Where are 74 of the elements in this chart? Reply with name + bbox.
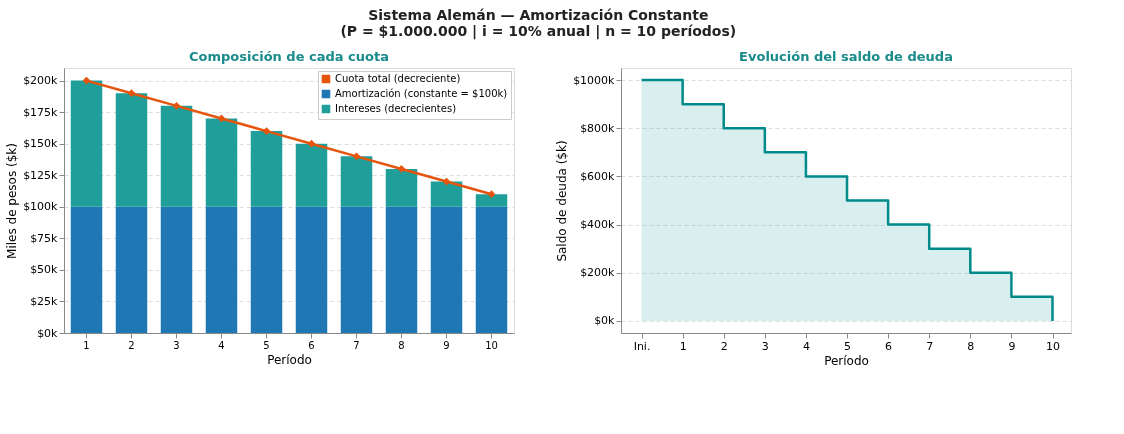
x-tick-label: 10	[1046, 339, 1061, 353]
x-tick-label: 1	[679, 339, 687, 353]
bar	[475, 206, 508, 333]
text: Sistema Alemán — Amortización Constante	[368, 6, 709, 23]
bar	[70, 206, 103, 333]
bar	[430, 181, 463, 207]
x-tick-label: Ini.	[633, 339, 651, 353]
point	[397, 165, 406, 173]
bar	[160, 206, 193, 333]
y-tick-label: $400k	[580, 218, 616, 232]
y-axis-title: Saldo de deuda ($k)	[555, 140, 570, 262]
bar	[475, 194, 508, 207]
bar	[385, 168, 418, 207]
bar	[295, 143, 328, 207]
y-tick-label: $200k	[23, 74, 59, 88]
x-tick-label: 7	[926, 339, 934, 353]
y-tick-label: $200k	[580, 266, 616, 280]
x-tick-label: 4	[218, 339, 225, 351]
bar	[70, 80, 103, 207]
x-tick-label: 3	[173, 339, 180, 351]
bar	[115, 93, 148, 207]
x-tick-label: 9	[1008, 339, 1016, 353]
y-tick-label: $800k	[580, 121, 616, 135]
y-tick-label: $100k	[23, 200, 59, 214]
x-tick-label: 10	[485, 339, 498, 351]
point	[352, 152, 361, 161]
y-tick-label: $1000k	[573, 73, 616, 87]
y-tick-label: $150k	[23, 137, 59, 151]
y-tick-label: $0k	[594, 314, 616, 328]
bar	[295, 206, 328, 333]
point	[487, 190, 496, 199]
x-tick-label: 6	[885, 339, 893, 353]
chart-title: Composición de cada cuota	[189, 49, 389, 64]
bar	[160, 105, 193, 207]
bar	[205, 118, 238, 207]
x-tick-label: 5	[844, 339, 852, 353]
bar	[250, 206, 283, 333]
y-tick-label: $0k	[37, 326, 59, 340]
bar	[430, 206, 463, 333]
x-axis-title: Período	[267, 352, 312, 367]
y-tick-label: $75k	[30, 231, 59, 245]
point	[172, 101, 181, 110]
y-tick-label: $25k	[30, 294, 59, 308]
point	[262, 127, 271, 135]
x-tick-label: 2	[720, 339, 728, 353]
y-axis-title: Miles de pesos ($k)	[5, 143, 20, 259]
x-tick-label: 8	[398, 339, 405, 351]
point	[127, 89, 136, 98]
text: (P = $1.000.000 | i = 10% anual | n = 10 períodos)	[340, 22, 737, 40]
x-tick-label: 3	[761, 339, 769, 353]
x-tick-label: 6	[308, 339, 315, 351]
x-tick-label: 2	[128, 339, 135, 351]
legend-label: Intereses (decrecientes)	[335, 103, 457, 114]
y-tick-label: $50k	[30, 263, 59, 277]
legend-label: Amortización (constante = $100k)	[335, 88, 508, 99]
x-axis-title: Período	[824, 353, 869, 368]
bar	[205, 206, 238, 333]
chart-title: Evolución del saldo de deuda	[739, 49, 953, 64]
y-tick-label: $600k	[580, 169, 616, 183]
bar	[340, 156, 373, 207]
legend-label: Cuota total (decreciente)	[335, 73, 461, 84]
bar	[250, 131, 283, 207]
x-tick-label: 7	[353, 339, 360, 351]
y-tick-label: $175k	[23, 105, 59, 119]
x-tick-label: 9	[443, 339, 450, 351]
x-tick-label: 8	[967, 339, 975, 353]
x-tick-label: 1	[83, 339, 90, 351]
y-tick-label: $125k	[23, 168, 59, 182]
bar	[385, 206, 418, 333]
bar	[115, 206, 148, 333]
x-tick-label: 4	[802, 339, 810, 353]
x-tick-label: 5	[263, 339, 270, 351]
point	[307, 139, 316, 148]
bar	[340, 206, 373, 333]
